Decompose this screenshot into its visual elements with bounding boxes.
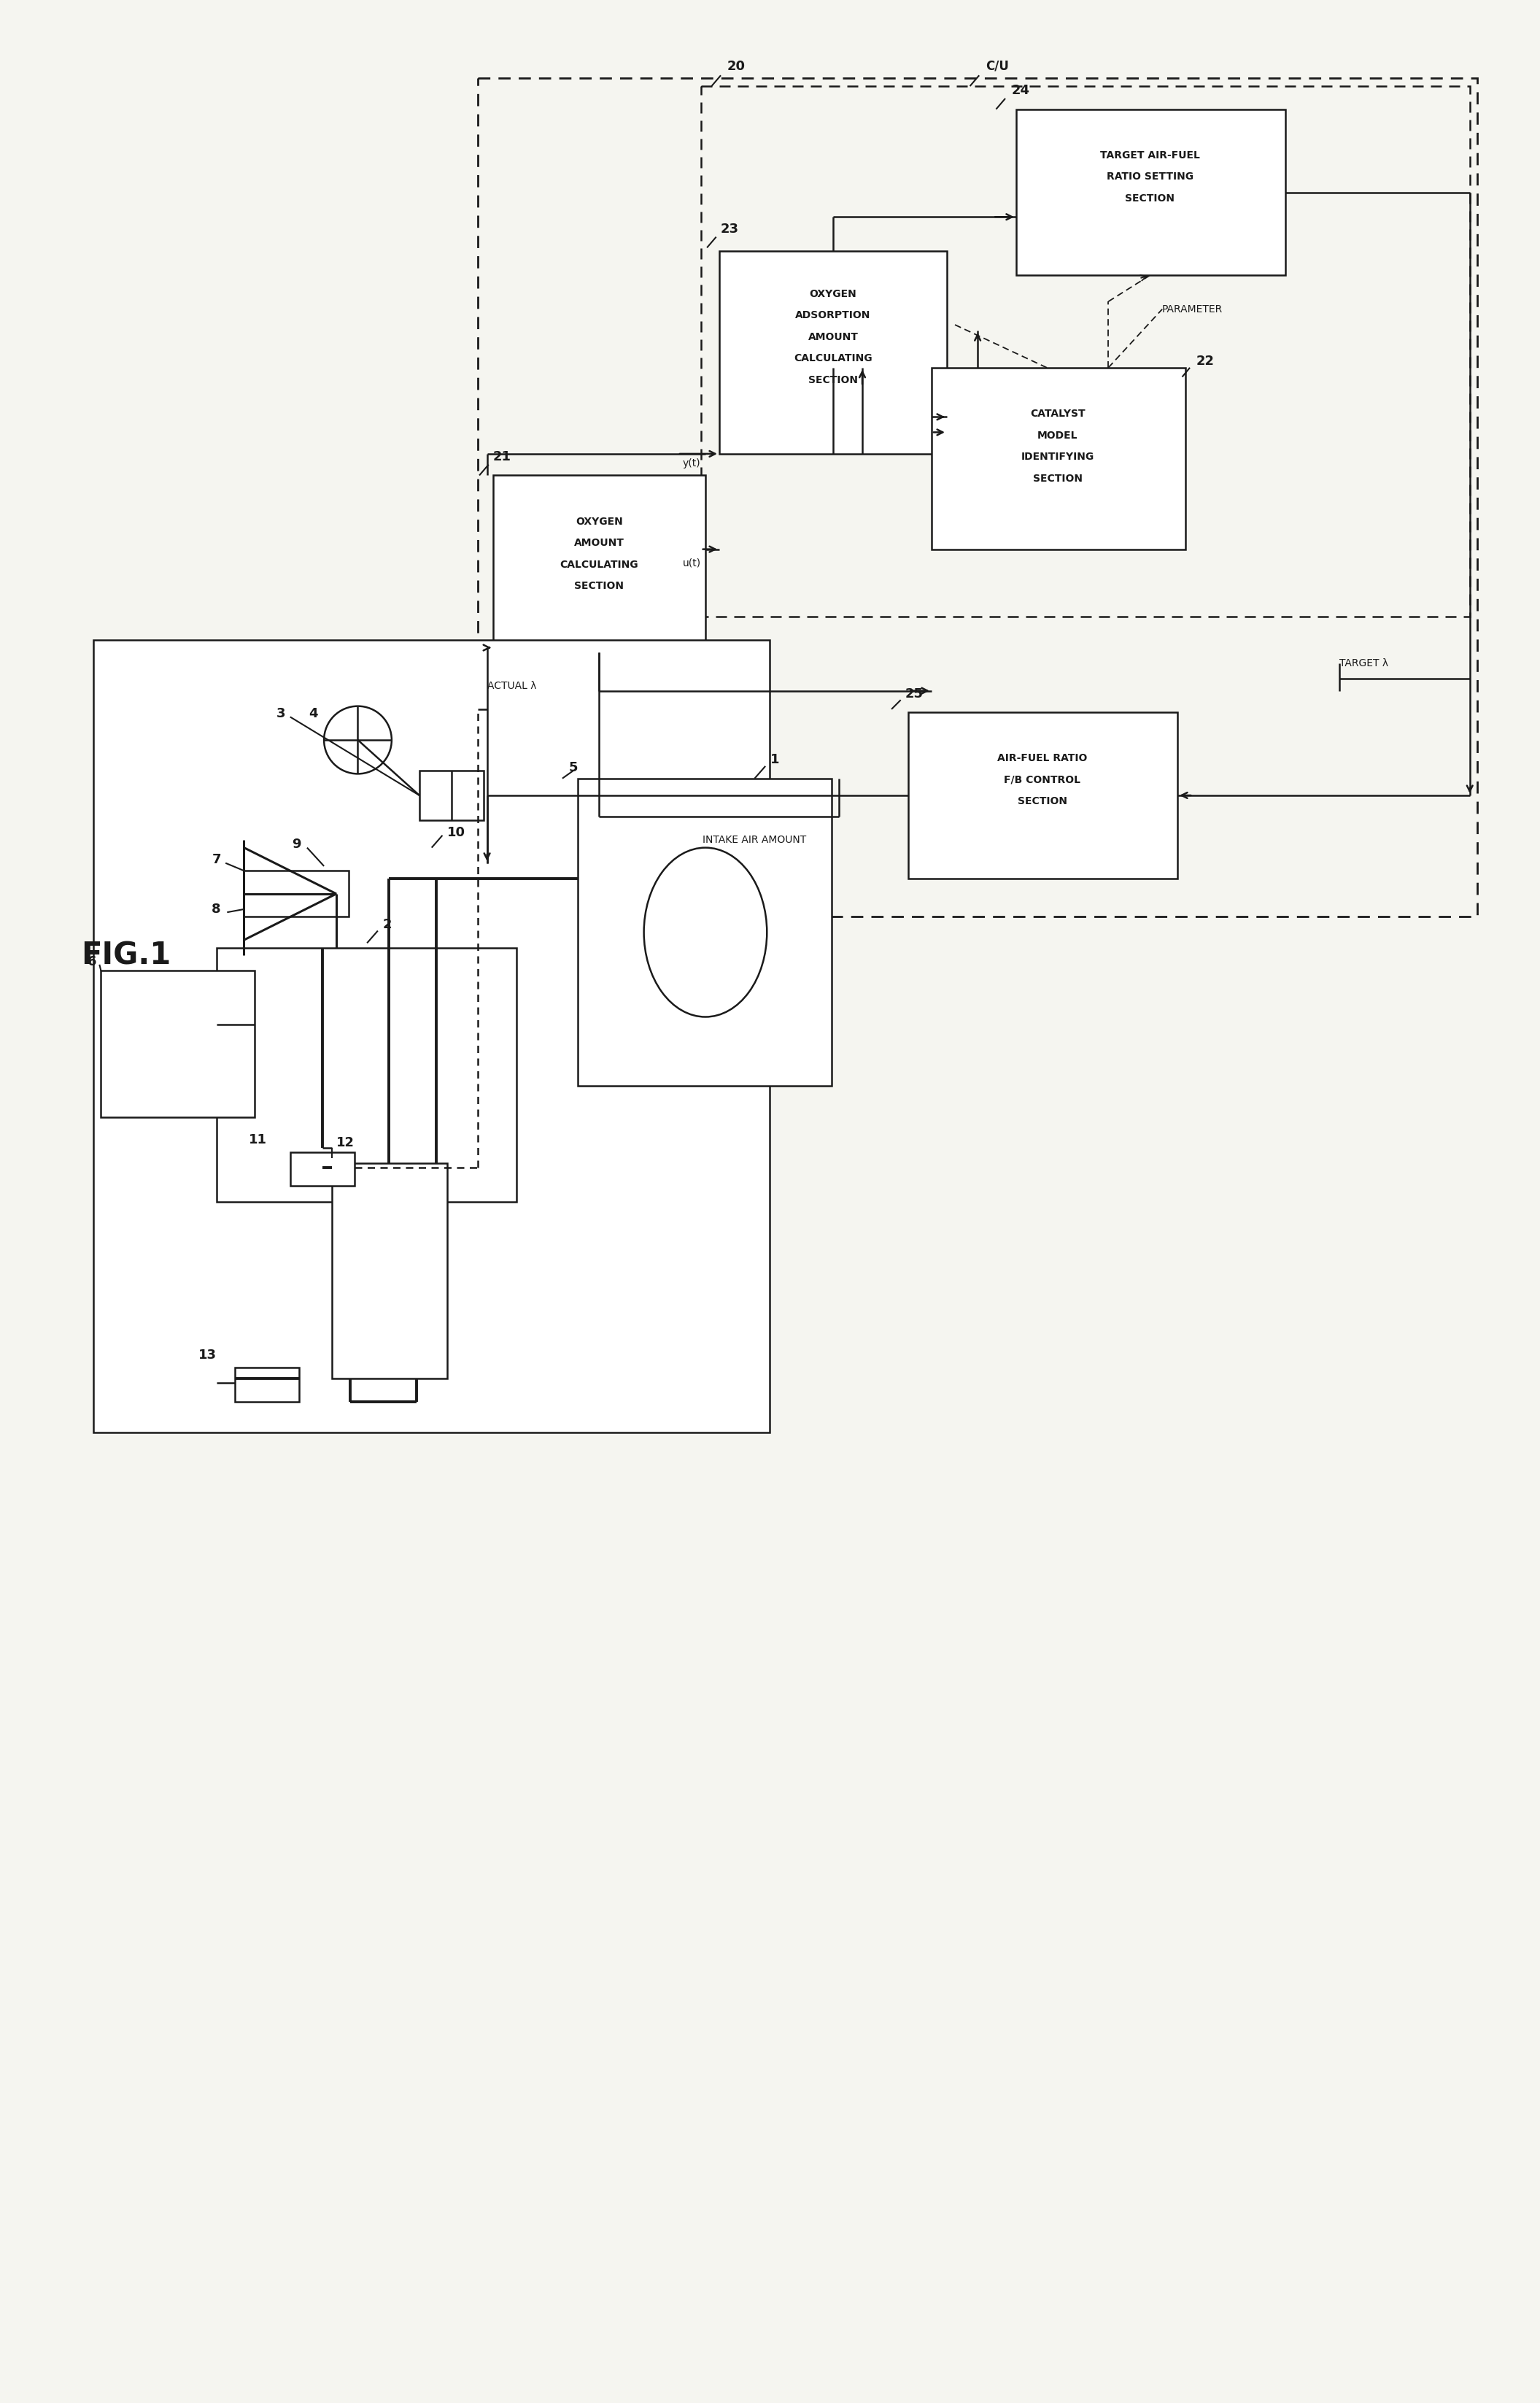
Text: CALCULATING: CALCULATING — [561, 560, 639, 570]
Text: SECTION: SECTION — [1033, 473, 1083, 483]
Bar — [243, 870, 348, 918]
Text: SECTION: SECTION — [808, 375, 858, 384]
Text: 24: 24 — [1012, 84, 1030, 96]
Text: C/U: C/U — [986, 60, 1009, 72]
Bar — [932, 368, 1186, 550]
Text: SECTION: SECTION — [574, 582, 624, 591]
Text: RATIO SETTING: RATIO SETTING — [1106, 171, 1194, 183]
Text: AIR-FUEL RATIO: AIR-FUEL RATIO — [998, 752, 1087, 764]
Text: FIG.1: FIG.1 — [82, 940, 171, 971]
Text: 11: 11 — [249, 1134, 266, 1146]
Text: PARAMETER: PARAMETER — [1163, 305, 1223, 315]
Bar — [290, 1153, 354, 1187]
Text: 5: 5 — [568, 762, 578, 774]
Text: 21: 21 — [493, 449, 511, 464]
Text: 25: 25 — [906, 687, 924, 699]
Text: y(t): y(t) — [682, 459, 701, 469]
Bar — [331, 1163, 447, 1379]
Text: 8: 8 — [211, 904, 220, 916]
Bar — [701, 87, 1469, 618]
Bar — [578, 779, 832, 1086]
Bar — [1016, 108, 1286, 276]
Text: TARGET λ: TARGET λ — [1340, 658, 1388, 668]
Bar — [493, 476, 705, 651]
Text: SECTION: SECTION — [1018, 795, 1067, 807]
Bar — [419, 771, 484, 819]
Text: 6: 6 — [88, 954, 97, 968]
Ellipse shape — [644, 848, 767, 1016]
Text: INTAKE AIR AMOUNT: INTAKE AIR AMOUNT — [702, 834, 807, 846]
Text: 23: 23 — [721, 223, 739, 235]
Text: 13: 13 — [199, 1348, 216, 1363]
Text: IDENTIFYING: IDENTIFYING — [1021, 452, 1093, 461]
Bar — [477, 79, 1477, 918]
Text: CALCULATING: CALCULATING — [793, 353, 872, 363]
Text: 1: 1 — [770, 755, 779, 767]
Text: OXYGEN: OXYGEN — [576, 517, 622, 526]
Text: 12: 12 — [336, 1137, 354, 1149]
Text: TARGET AIR-FUEL: TARGET AIR-FUEL — [1100, 151, 1200, 161]
Bar — [234, 1367, 299, 1401]
Text: ADSORPTION: ADSORPTION — [795, 310, 870, 320]
Text: F/B CONTROL: F/B CONTROL — [1004, 774, 1081, 786]
Text: 7: 7 — [213, 853, 220, 867]
Bar — [719, 250, 947, 454]
Text: OXYGEN: OXYGEN — [810, 288, 856, 298]
Text: CATALYST: CATALYST — [1030, 409, 1086, 418]
Bar — [102, 971, 254, 1117]
Text: 10: 10 — [447, 827, 465, 839]
Text: AMOUNT: AMOUNT — [808, 332, 858, 341]
Bar — [94, 639, 770, 1432]
Text: SECTION: SECTION — [1126, 192, 1175, 204]
Text: 3: 3 — [276, 706, 285, 721]
Text: 2: 2 — [382, 918, 391, 930]
Text: 4: 4 — [308, 706, 317, 721]
Text: 9: 9 — [291, 839, 300, 851]
Text: AMOUNT: AMOUNT — [574, 538, 624, 548]
Text: 22: 22 — [1197, 356, 1214, 368]
Bar — [216, 947, 516, 1202]
Bar — [909, 711, 1178, 879]
Circle shape — [323, 706, 391, 774]
Text: MODEL: MODEL — [1038, 430, 1078, 440]
Text: 20: 20 — [727, 60, 745, 72]
Text: ACTUAL λ: ACTUAL λ — [487, 680, 536, 692]
Text: u(t): u(t) — [682, 557, 701, 567]
